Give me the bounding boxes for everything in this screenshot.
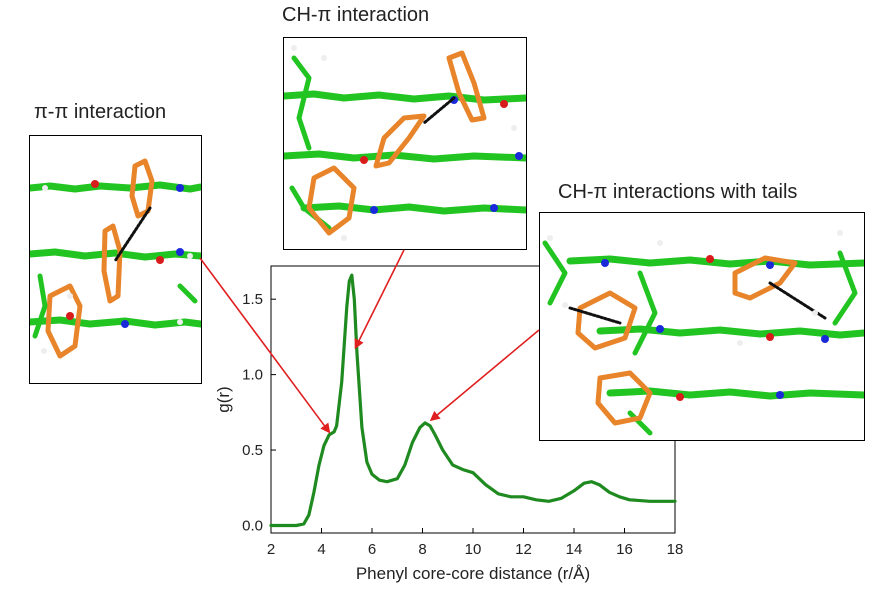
y-tick-label: 0.5 bbox=[242, 442, 263, 459]
x-tick-label: 10 bbox=[465, 541, 482, 558]
y-tick-label: 0.0 bbox=[242, 517, 263, 534]
x-tick-label: 4 bbox=[317, 541, 325, 558]
x-tick-label: 18 bbox=[667, 541, 684, 558]
x-axis-title: Phenyl core-core distance (r/Å) bbox=[356, 564, 590, 583]
y-tick-label: 1.5 bbox=[242, 291, 263, 308]
x-tick-label: 6 bbox=[368, 541, 376, 558]
y-tick-label: 1.0 bbox=[242, 367, 263, 384]
x-tick-label: 8 bbox=[418, 541, 426, 558]
x-axis: 2 4 6 8 10 12 14 16 18 bbox=[267, 528, 684, 558]
x-tick-label: 14 bbox=[566, 541, 583, 558]
inset-title-ch-pi: CH-π interaction bbox=[282, 4, 430, 26]
inset-title-ch-pi-tails: CH-π interactions with tails bbox=[558, 181, 798, 203]
x-tick-label: 16 bbox=[616, 541, 633, 558]
x-tick-label: 12 bbox=[515, 541, 532, 558]
inset-image-pi-pi bbox=[29, 135, 202, 384]
inset-title-pi-pi: π-π interaction bbox=[34, 101, 167, 123]
inset-image-ch-pi bbox=[283, 37, 527, 250]
y-axis-title: g(r) bbox=[214, 386, 233, 412]
x-tick-label: 2 bbox=[267, 541, 275, 558]
series-line-g-r bbox=[269, 273, 677, 528]
inset-image-ch-pi-tails bbox=[539, 212, 865, 441]
